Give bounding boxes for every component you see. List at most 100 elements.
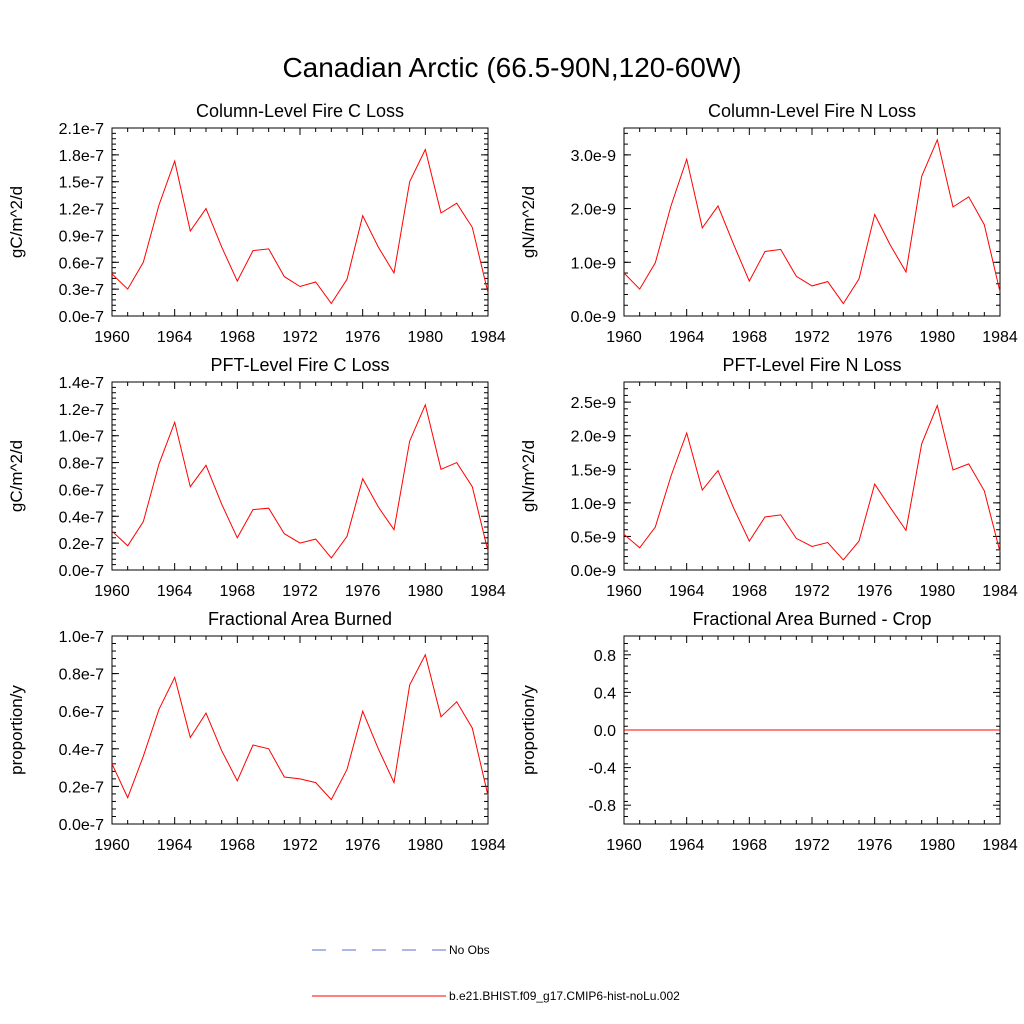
y-tick-label: 0.0 [594, 723, 616, 740]
y-tick-label: 0.6e-7 [59, 704, 104, 721]
x-tick-label: 1984 [470, 837, 506, 854]
y-tick-label: 0.6e-7 [59, 255, 104, 272]
x-tick-label: 1964 [157, 329, 193, 346]
x-tick-label: 1972 [282, 583, 318, 600]
y-tick-label: 0.8e-7 [59, 667, 104, 684]
chart-panel-1: Column-Level Fire C Loss 1960 1964 1968 1972… [7, 101, 506, 346]
y-tick-label: 2.0e-9 [571, 202, 616, 219]
plot-frame [111, 635, 489, 825]
chart-panel-4: PFT-Level Fire N Loss 1960 1964 1968 1972 197… [519, 355, 1018, 600]
y-tick-label: 0.0e-7 [59, 309, 104, 326]
y-tick-label: 0.9e-7 [59, 228, 104, 245]
y-tick-label: 2.5e-9 [571, 395, 616, 412]
x-tick-label: 1960 [606, 583, 642, 600]
legend: No Obs b.e21.BHIST.f09_g17.CMIP6-hist-noL… [312, 943, 680, 1003]
x-tick-label: 1972 [282, 837, 318, 854]
y-tick-label: 1.0e-7 [59, 629, 104, 646]
y-tick-label: 0.4e-7 [59, 742, 104, 759]
x-tick-label: 1980 [920, 329, 956, 346]
series-line [111, 148, 489, 305]
x-tick-label: 1984 [470, 329, 506, 346]
x-tick-label: 1976 [857, 837, 893, 854]
y-axis-label: gC/m^2/d [7, 440, 26, 512]
x-tick-label: 1972 [794, 329, 830, 346]
series-line [623, 138, 1001, 305]
x-tick-label: 1960 [94, 583, 130, 600]
y-tick-label: 1.2e-7 [59, 402, 104, 419]
y-tick-label: 2.0e-9 [571, 429, 616, 446]
legend-label: b.e21.BHIST.f09_g17.CMIP6-hist-noLu.002 [449, 989, 680, 1003]
y-tick-label: 1.0e-7 [59, 429, 104, 446]
x-tick-label: 1968 [732, 583, 768, 600]
x-tick-label: 1976 [345, 583, 381, 600]
y-tick-label: 0.8 [594, 648, 616, 665]
panel-title: PFT-Level Fire C Loss [210, 355, 389, 375]
panel-title: Column-Level Fire C Loss [196, 101, 404, 121]
y-tick-label: 3.0e-9 [571, 148, 616, 165]
x-tick-label: 1984 [982, 329, 1018, 346]
y-tick-label: 1.5e-9 [571, 462, 616, 479]
y-tick-label: 0.4e-7 [59, 509, 104, 526]
x-tick-label: 1968 [732, 329, 768, 346]
series-line [111, 403, 489, 559]
chart-panel-6: Fractional Area Burned - Crop 1960 1964 196… [519, 609, 1018, 854]
x-tick-label: 1980 [408, 837, 444, 854]
y-tick-label: 1.5e-7 [59, 175, 104, 192]
x-tick-label: 1984 [470, 583, 506, 600]
series-line [623, 403, 1001, 561]
chart-panel-2: Column-Level Fire N Loss 1960 1964 1968 1972… [519, 101, 1018, 346]
x-tick-label: 1980 [920, 583, 956, 600]
x-tick-label: 1972 [794, 583, 830, 600]
panel-title: Column-Level Fire N Loss [708, 101, 916, 121]
x-tick-label: 1976 [857, 329, 893, 346]
plot-frame [623, 381, 1001, 571]
y-tick-label: 0.2e-7 [59, 779, 104, 796]
panel-title: Fractional Area Burned - Crop [692, 609, 931, 629]
chart-panel-5: Fractional Area Burned 1960 1964 1968 1972 19… [7, 609, 506, 854]
y-tick-label: 0.0e-7 [59, 817, 104, 834]
series-line [111, 653, 489, 801]
y-axis-label: gC/m^2/d [7, 186, 26, 258]
plot-frame [623, 127, 1001, 317]
x-tick-label: 1980 [920, 837, 956, 854]
y-tick-label: -0.8 [588, 798, 616, 815]
y-tick-label: 0.0e-7 [59, 563, 104, 580]
y-axis-label: proportion/y [7, 685, 26, 775]
y-tick-label: 2.1e-7 [59, 121, 104, 138]
x-tick-label: 1972 [794, 837, 830, 854]
x-tick-label: 1980 [408, 329, 444, 346]
y-axis-label: gN/m^2/d [519, 186, 538, 258]
y-axis-label: gN/m^2/d [519, 440, 538, 512]
x-tick-label: 1976 [345, 329, 381, 346]
x-tick-label: 1964 [669, 583, 705, 600]
y-tick-label: 0.5e-9 [571, 529, 616, 546]
y-tick-label: -0.4 [588, 761, 616, 778]
x-tick-label: 1960 [606, 329, 642, 346]
y-tick-label: 1.0e-9 [571, 255, 616, 272]
y-axis-label: proportion/y [519, 685, 538, 775]
x-tick-label: 1976 [857, 583, 893, 600]
x-tick-label: 1964 [669, 329, 705, 346]
x-tick-label: 1976 [345, 837, 381, 854]
x-tick-label: 1960 [606, 837, 642, 854]
y-tick-label: 1.4e-7 [59, 375, 104, 392]
x-tick-label: 1964 [669, 837, 705, 854]
x-tick-label: 1968 [220, 583, 256, 600]
x-tick-label: 1984 [982, 583, 1018, 600]
x-tick-label: 1964 [157, 837, 193, 854]
x-tick-label: 1960 [94, 837, 130, 854]
legend-label: No Obs [449, 943, 490, 957]
x-tick-label: 1964 [157, 583, 193, 600]
x-tick-label: 1972 [282, 329, 318, 346]
x-tick-label: 1984 [982, 837, 1018, 854]
x-tick-label: 1980 [408, 583, 444, 600]
y-tick-label: 0.6e-7 [59, 482, 104, 499]
y-tick-label: 0.0e-9 [571, 309, 616, 326]
y-tick-label: 0.3e-7 [59, 282, 104, 299]
y-tick-label: 0.4 [594, 685, 616, 702]
chart-panel-3: PFT-Level Fire C Loss 1960 1964 1968 1972 197… [7, 355, 506, 600]
panel-title: Fractional Area Burned [208, 609, 392, 629]
page-title: Canadian Arctic (66.5-90N,120-60W) [282, 52, 742, 83]
y-tick-label: 1.2e-7 [59, 202, 104, 219]
